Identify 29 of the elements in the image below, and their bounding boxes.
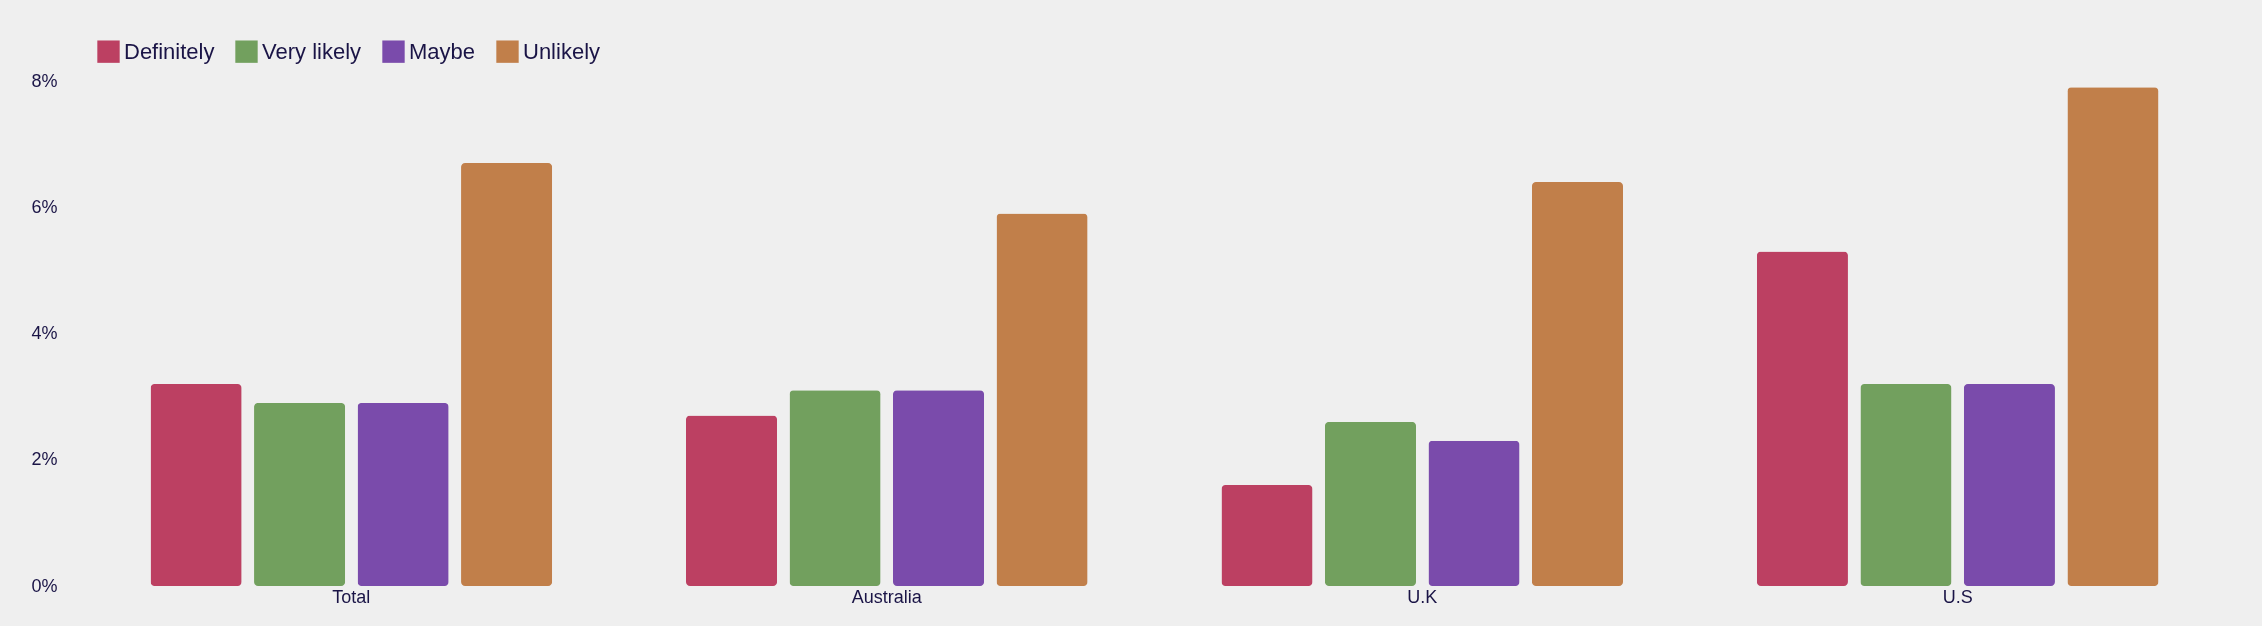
bar <box>1756 251 1848 586</box>
bar <box>1860 384 1952 586</box>
bar <box>1963 384 2055 586</box>
bar <box>685 415 778 586</box>
bar <box>1531 182 1624 586</box>
bar <box>357 402 449 586</box>
bar <box>2067 87 2159 586</box>
bar <box>1221 485 1313 586</box>
y-tick-label: 4% <box>31 323 58 343</box>
x-tick-label: U.S <box>1942 586 1973 607</box>
bar <box>461 163 553 586</box>
bar <box>254 402 346 586</box>
y-tick-label: 2% <box>31 449 58 470</box>
legend-label: Definitely <box>124 38 215 64</box>
y-tick-label: 8% <box>31 70 58 91</box>
bar <box>892 390 985 586</box>
bar <box>1428 440 1520 586</box>
bar <box>789 390 881 586</box>
legend-label: Maybe <box>409 38 476 64</box>
y-tick-label: 0% <box>31 575 58 596</box>
x-tick-label: U.K <box>1407 586 1438 607</box>
x-tick-label: Australia <box>851 586 923 607</box>
x-tick-label: Total <box>332 586 371 607</box>
legend-label: Unlikely <box>523 38 601 64</box>
bar <box>1324 421 1417 586</box>
y-tick-label: 6% <box>31 196 58 217</box>
bar <box>996 213 1088 586</box>
legend-label: Very likely <box>262 38 362 64</box>
bar <box>150 384 242 586</box>
